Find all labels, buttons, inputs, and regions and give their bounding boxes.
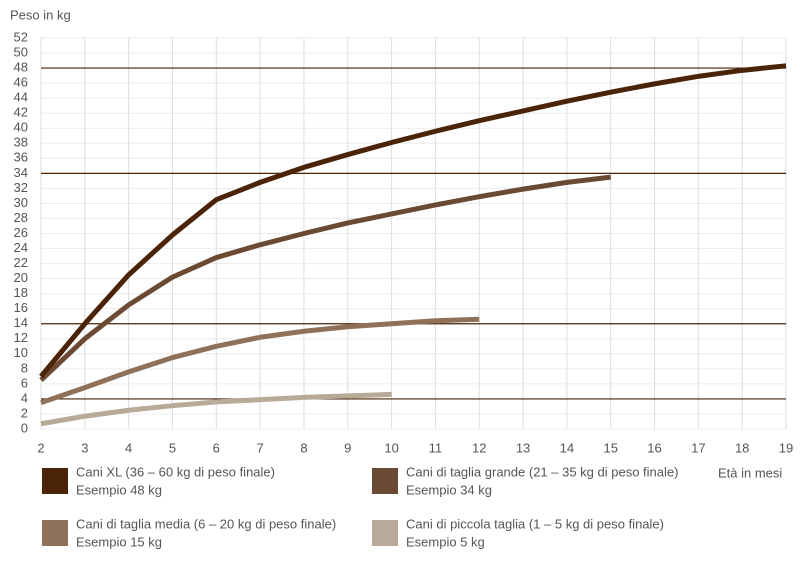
legend-label: Cani di piccola taglia (1 – 5 kg di peso… [406,516,664,531]
y-tick-label: 8 [21,360,28,375]
x-tick-label: 13 [516,440,530,455]
y-tick-label: 36 [14,150,28,165]
legend-label: Cani di taglia media (6 – 20 kg di peso … [76,516,336,531]
legend-swatch [372,520,398,546]
y-tick-label: 40 [14,120,28,135]
legend-example: Esempio 5 kg [406,534,485,549]
x-tick-label: 16 [647,440,661,455]
legend-swatch [42,468,68,494]
y-tick-label: 18 [14,285,28,300]
y-tick-label: 30 [14,195,28,210]
x-tick-label: 4 [125,440,132,455]
y-tick-label: 22 [14,255,28,270]
x-axis-label: Età in mesi [718,465,782,480]
legend-swatch [42,520,68,546]
y-tick-label: 16 [14,300,28,315]
y-tick-label: 34 [14,165,28,180]
y-tick-label: 52 [14,29,28,44]
y-tick-label: 38 [14,135,28,150]
x-tick-label: 6 [213,440,220,455]
y-tick-label: 14 [14,315,28,330]
series-line [40,316,480,406]
x-tick-label: 11 [429,440,443,455]
x-tick-label: 12 [472,440,486,455]
y-tick-label: 44 [14,90,28,105]
y-tick-label: 4 [21,390,28,405]
y-tick-label: 26 [14,225,28,240]
x-tick-label: 14 [560,440,574,455]
y-tick-label: 42 [14,105,28,120]
y-tick-label: 0 [21,420,28,435]
x-tick-label: 19 [779,440,793,455]
legend-label: Cani XL (36 – 60 kg di peso finale) [76,464,275,479]
y-tick-label: 50 [14,44,28,59]
x-tick-label: 7 [257,440,264,455]
y-tick-label: 20 [14,270,28,285]
x-tick-label: 8 [300,440,307,455]
x-tick-label: 15 [603,440,617,455]
y-tick-label: 10 [14,345,28,360]
series-line [40,391,392,427]
legend-label: Cani di taglia grande (21 – 35 kg di pes… [406,464,678,479]
legend-swatch [372,468,398,494]
series-line [39,174,612,382]
series-line [39,63,787,378]
y-tick-label: 12 [14,330,28,345]
x-tick-label: 3 [81,440,88,455]
x-tick-label: 2 [37,440,44,455]
y-tick-label: 24 [14,240,28,255]
y-tick-label: 32 [14,180,28,195]
x-tick-label: 17 [691,440,705,455]
legend-example: Esempio 15 kg [76,534,162,549]
y-tick-label: 2 [21,405,28,420]
y-tick-label: 46 [14,75,28,90]
y-axis-label: Peso in kg [10,7,71,22]
y-tick-label: 48 [14,60,28,75]
y-tick-label: 28 [14,210,28,225]
legend-example: Esempio 48 kg [76,482,162,497]
y-tick-label: 6 [21,375,28,390]
x-tick-label: 18 [735,440,749,455]
legend-example: Esempio 34 kg [406,482,492,497]
x-tick-label: 5 [169,440,176,455]
x-tick-label: 9 [344,440,351,455]
x-tick-label: 10 [384,440,398,455]
